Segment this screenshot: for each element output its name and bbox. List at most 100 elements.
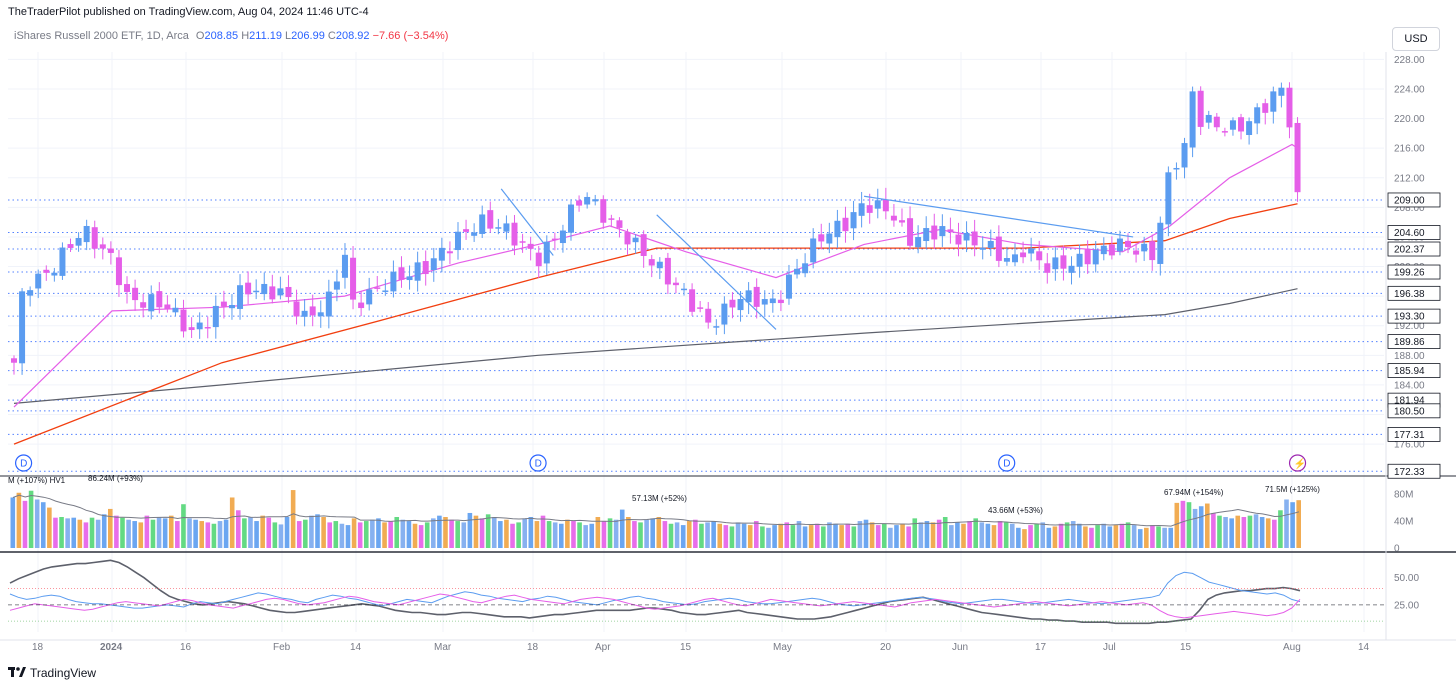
- volume-bar: [83, 522, 89, 548]
- close-value: 208.92: [335, 30, 370, 42]
- candle-body: [1262, 103, 1269, 113]
- volume-bar: [888, 527, 893, 548]
- volume-bar: [199, 521, 205, 548]
- volume-bar: [516, 522, 521, 548]
- volume-bar: [772, 525, 777, 548]
- level-label-box: [1387, 225, 1441, 240]
- volume-bar: [376, 518, 381, 548]
- volume-bar: [1058, 523, 1064, 548]
- candle-body: [907, 218, 914, 246]
- level-label: 177.31: [1394, 430, 1425, 441]
- earnings-marker-icon: [1288, 454, 1307, 472]
- candle-body: [406, 276, 413, 281]
- candle-body: [850, 212, 857, 229]
- ema-mid-line: [13, 203, 1298, 445]
- candle-body: [301, 310, 308, 317]
- candle-body: [245, 282, 252, 295]
- volume-bar: [1265, 518, 1271, 548]
- volume-bar: [808, 525, 814, 548]
- candle-body: [1213, 116, 1220, 128]
- level-label: 199.26: [1394, 268, 1425, 279]
- volume-bar: [205, 522, 211, 548]
- x-axis-tick: Jul: [1103, 642, 1116, 653]
- volume-bar: [1223, 517, 1228, 548]
- x-axis-tick: 15: [1180, 642, 1192, 653]
- volume-bar: [315, 514, 320, 548]
- oscillator-line: [9, 571, 1301, 609]
- volume-axis-tick: 40M: [1394, 517, 1413, 528]
- volume-bar: [461, 522, 467, 548]
- candle-body: [931, 225, 938, 240]
- volume-bar: [175, 521, 180, 548]
- candle-body: [527, 243, 534, 249]
- x-axis-tick: 18: [32, 642, 44, 653]
- footer-brand-label: TradingView: [30, 666, 97, 680]
- volume-bar: [1272, 519, 1277, 548]
- x-axis-tick: 14: [1358, 642, 1370, 653]
- candle-body: [1270, 91, 1277, 112]
- high-label: H: [241, 30, 250, 42]
- volume-bar: [589, 523, 595, 548]
- volume-bar: [1077, 523, 1082, 548]
- candle-body: [1068, 265, 1075, 273]
- volume-bar: [1253, 514, 1259, 548]
- candle-body: [1173, 167, 1180, 170]
- volume-bar: [1198, 506, 1204, 548]
- candle-body: [91, 227, 98, 249]
- volume-bar: [754, 521, 759, 548]
- candle-body: [551, 238, 558, 241]
- volume-bar: [382, 522, 387, 548]
- candle-body: [1141, 243, 1148, 252]
- candle-body: [995, 236, 1002, 261]
- volume-bar: [997, 521, 1003, 548]
- volume-bar: [918, 522, 924, 548]
- candle-body: [697, 307, 704, 309]
- volume-bar: [351, 518, 357, 548]
- volume-bar: [1052, 526, 1058, 548]
- price-axis-tick: 228.00: [1394, 55, 1425, 66]
- footer-brand[interactable]: TradingView: [8, 666, 96, 680]
- volume-bar: [565, 519, 570, 548]
- volume-bar: [802, 526, 808, 548]
- volume-bar: [10, 497, 16, 548]
- volume-bar: [796, 521, 802, 548]
- volume-bar: [1040, 522, 1046, 548]
- candle-body: [83, 225, 90, 243]
- volume-bar: [723, 525, 729, 548]
- candle-body: [624, 232, 631, 245]
- volume-bar: [833, 523, 838, 548]
- level-label-box: [1387, 463, 1441, 479]
- volume-annotation: 57.13M (+52%): [632, 494, 687, 503]
- volume-bar: [522, 518, 528, 548]
- level-label-box: [1387, 241, 1441, 257]
- dividend-marker-label: D: [535, 459, 542, 470]
- volume-bar: [89, 517, 95, 548]
- volume-bar: [577, 522, 582, 548]
- candle-body: [156, 291, 163, 308]
- volume-series-label: M (+107%) HV1: [8, 476, 66, 485]
- currency-button[interactable]: USD: [1392, 27, 1440, 51]
- level-label-box: [1387, 427, 1441, 442]
- candle-body: [1133, 250, 1140, 255]
- level-label-box: [1387, 285, 1441, 301]
- candle-body: [1165, 172, 1172, 225]
- symbol-name[interactable]: iShares Russell 2000 ETF, 1D, Arca: [14, 30, 189, 42]
- candle-body: [67, 244, 74, 248]
- price-axis-tick: 208.00: [1394, 203, 1425, 214]
- candle-body: [576, 200, 583, 206]
- volume-bar: [370, 519, 375, 548]
- candle-body: [1052, 257, 1059, 270]
- candle-body: [648, 259, 655, 266]
- volume-bar: [949, 525, 954, 548]
- volume-bar: [333, 521, 339, 548]
- volume-bar: [930, 522, 936, 548]
- candle-body: [794, 268, 801, 275]
- candle-body: [777, 299, 784, 304]
- candle-body: [43, 269, 50, 273]
- level-label-box: [1387, 308, 1441, 324]
- candle-body: [616, 220, 623, 228]
- candle-body: [325, 291, 332, 317]
- volume-axis-tick: 80M: [1394, 490, 1413, 501]
- candle-body: [939, 226, 946, 237]
